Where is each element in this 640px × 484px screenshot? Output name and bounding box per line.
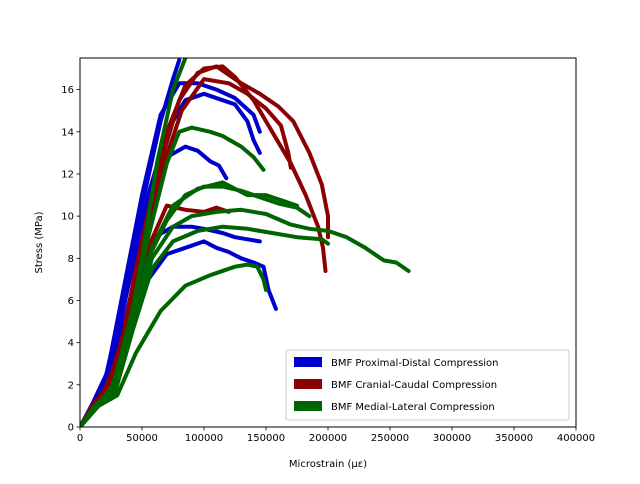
y-tick-label: 10 <box>61 212 74 223</box>
x-tick-label: 200000 <box>309 433 347 444</box>
x-axis-label: Microstrain (με) <box>289 459 367 470</box>
x-tick-label: 300000 <box>433 433 471 444</box>
legend-label: BMF Medial-Lateral Compression <box>331 402 495 413</box>
y-tick-label: 4 <box>68 338 74 349</box>
x-tick-label: 100000 <box>185 433 223 444</box>
series-line-group1-curve3 <box>80 203 231 427</box>
legend: BMF Proximal-Distal Compression BMF Crani… <box>285 349 570 421</box>
x-tick-label: 350000 <box>495 433 533 444</box>
x-axis: 0 50000 100000 150000 200000 250000 300000 3500… <box>77 427 595 444</box>
legend-swatch <box>294 357 322 367</box>
legend-box <box>285 349 570 421</box>
x-tick-label: 50000 <box>126 433 158 444</box>
legend-swatch <box>294 401 322 411</box>
y-tick-label: 6 <box>68 296 74 307</box>
legend-label: BMF Proximal-Distal Compression <box>331 358 499 369</box>
x-tick-label: 150000 <box>247 433 285 444</box>
y-tick-label: 12 <box>61 169 74 180</box>
legend-swatch <box>294 379 322 389</box>
x-tick-label: 0 <box>77 433 83 444</box>
legend-label: BMF Cranial-Caudal Compression <box>331 380 497 391</box>
x-tick-label: 400000 <box>557 433 595 444</box>
y-tick-label: 2 <box>68 380 74 391</box>
y-tick-label: 14 <box>61 127 74 138</box>
y-tick-label: 8 <box>68 254 74 265</box>
y-tick-label: 0 <box>68 423 74 434</box>
y-axis-label: Stress (MPa) <box>34 211 45 273</box>
y-tick-label: 16 <box>61 85 74 96</box>
y-axis: 0 2 4 6 8 10 12 14 16 <box>61 85 80 434</box>
x-tick-label: 250000 <box>371 433 409 444</box>
series-line-group2-curve6 <box>80 180 299 427</box>
series-layer <box>80 58 411 427</box>
series-line-group2-curve5 <box>80 262 268 427</box>
